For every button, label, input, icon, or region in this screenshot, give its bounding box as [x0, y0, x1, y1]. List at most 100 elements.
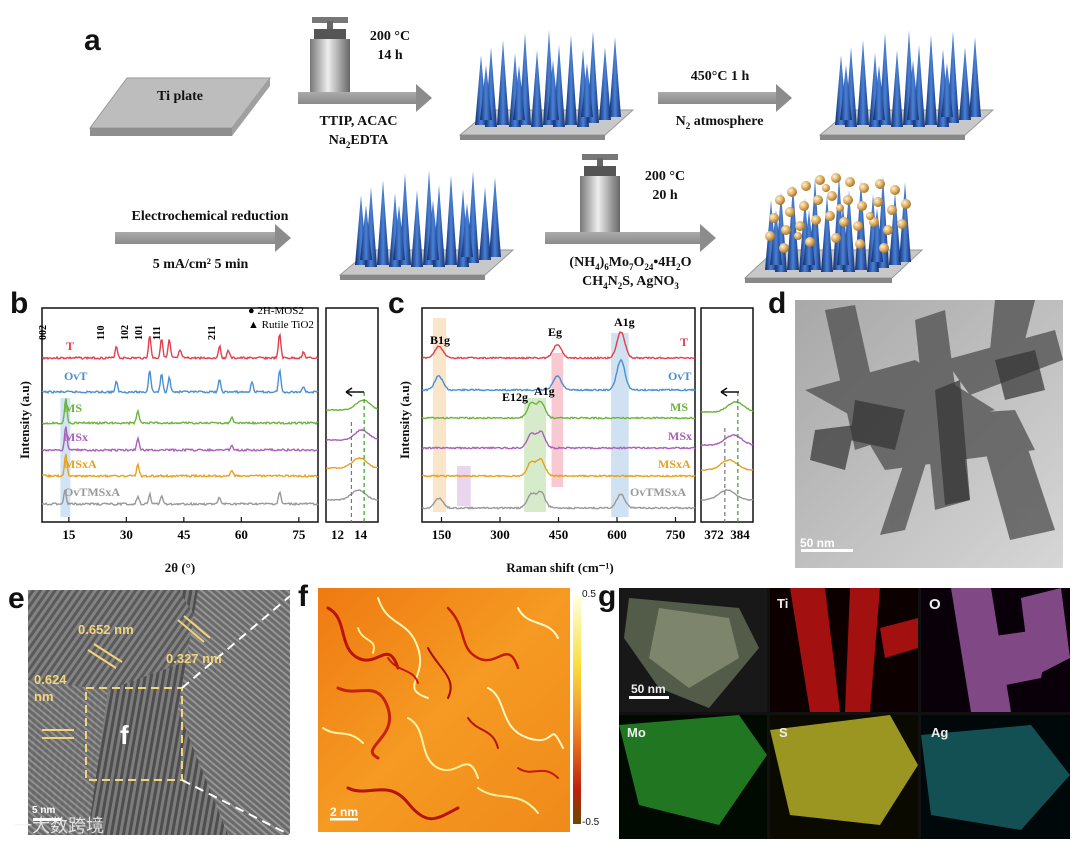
xrd-label-MSx: MSx [64, 430, 88, 444]
panel-b-label: b [10, 287, 29, 320]
xrd-label-MS: MS [64, 401, 82, 415]
raman-label-MSxA: MSxA [658, 457, 691, 471]
eds-ag-label: Ag [931, 725, 949, 740]
autoclave-icon [310, 17, 350, 95]
hrtem-d-spacing-1: 0.652 nm [78, 622, 134, 637]
raman-inset-shift-arrow [720, 387, 739, 397]
raman-band-label: A1g [534, 384, 555, 398]
step3-condition: Electrochemical reduction [131, 209, 289, 224]
xrd-xtick-label: 75 [292, 527, 306, 542]
raman-xtick-label: 300 [490, 527, 510, 542]
xrd-legend-tio2: ▲ Rutile TiO2 [248, 319, 314, 331]
step1-time: 14 h [377, 48, 403, 63]
eds-s-map [770, 715, 918, 839]
raman-series-MS [421, 400, 696, 420]
strain-scale-text: 2 nm [330, 805, 359, 819]
xrd-series-MSx [41, 426, 318, 453]
raman-series-MSxA [421, 457, 696, 478]
eds-mo-map [619, 715, 767, 839]
raman-b1g-band [432, 318, 447, 512]
decorated-nanorod-array [743, 173, 924, 283]
raman-band-label: Eg [548, 325, 562, 339]
raman-band-label: B1g [430, 333, 450, 347]
step4-reagent-1: (NH4)6Mo7O24•4H2O [569, 255, 692, 272]
eds-ti-map [770, 588, 918, 712]
raman-series-OvTMSxA [421, 490, 696, 510]
eds-ti-label: Ti [777, 596, 789, 611]
xrd-peak-label: 111 [152, 326, 163, 340]
step4-reagent-2: CH4N2S, AgNO3 [582, 274, 679, 291]
step4-temp: 200 °C [644, 169, 686, 184]
xrd-label-T: T [66, 339, 74, 353]
xrd-inset-xtick-label: 14 [354, 527, 368, 542]
xrd-label-MSxA: MSxA [64, 457, 97, 471]
xrd-peak-label: 101 [134, 325, 145, 340]
xrd-inset-shift-arrow [345, 387, 364, 397]
raman-inset-series-MSx [700, 433, 754, 447]
step1-arrow [298, 84, 432, 112]
xrd-label-OvTMSxA: OvTMSxA [64, 485, 120, 499]
hrtem-scale-text: 5 nm [32, 805, 56, 816]
raman-eg-band [551, 353, 564, 487]
hrtem-image [28, 590, 290, 835]
raman-inset-series-MSxA [700, 458, 754, 472]
panel-d-label: d [768, 287, 787, 320]
step2-atmosphere: N2 atmosphere [675, 114, 764, 131]
step1-temp: 200 °C [369, 29, 411, 44]
step1-reagent-1: TTIP, ACAC [319, 114, 398, 129]
eds-s-label: S [779, 725, 788, 740]
raman-xtick-label: 600 [607, 527, 627, 542]
strain-colorbar [573, 596, 581, 824]
xrd-peak-label: 211 [207, 326, 218, 340]
raman-label-OvTMSxA: OvTMSxA [630, 485, 686, 499]
colorbar-min: -0.5 [582, 817, 600, 828]
reduced-nanorod-array [338, 170, 515, 280]
xrd-xtick-label: 15 [62, 527, 75, 542]
raman-series-OvT [421, 358, 696, 392]
annealed-nanorod-array [818, 30, 995, 140]
xrd-peak-label: 002 [38, 325, 49, 340]
raman-label-MS: MS [670, 400, 688, 414]
raman-label-OvT: OvT [668, 369, 691, 383]
xrd-label-OvT: OvT [64, 369, 87, 383]
xrd-peak-label: 102 [120, 325, 131, 340]
step1-reagent-2: Na2EDTA [328, 133, 389, 150]
panel-a-label: a [84, 24, 101, 57]
xrd-x-label: 2θ (°) [164, 560, 196, 575]
tem-image [795, 300, 1063, 568]
xrd-series-OvTMSxA [41, 489, 319, 507]
eds-map-grid: 50 nm Ti O Mo S Ag [619, 588, 1070, 839]
strain-map [318, 588, 570, 832]
raman-label-T: T [680, 335, 688, 349]
hrtem-d-spacing-2: 0.327 nm [166, 651, 222, 666]
autoclave-icon-2 [580, 154, 620, 232]
panel-f-label: f [298, 580, 308, 613]
raman-label-MSx: MSx [668, 429, 692, 443]
xrd-inset-frame [325, 307, 379, 523]
raman-inset-xtick-label: 372 [704, 527, 724, 542]
raman-inset-xtick-label: 384 [730, 527, 750, 542]
xrd-series-OvT [41, 368, 319, 395]
xrd-xtick-label: 60 [235, 527, 248, 542]
panel-e-label: e [8, 582, 25, 615]
xrd-inset-series-MS [325, 399, 379, 412]
xrd-frame [41, 307, 319, 523]
step2-condition: 450°C 1 h [690, 69, 750, 84]
xrd-series-T [41, 332, 319, 361]
eds-ag-map [921, 715, 1070, 839]
ti-plate-illustration [89, 77, 272, 136]
watermark-text: 一大数跨境 [14, 816, 104, 837]
raman-xtick-label: 150 [432, 527, 452, 542]
raman-series-T [421, 330, 696, 360]
raman-inset-frame [700, 307, 754, 523]
tem-scale-text: 50 nm [800, 536, 835, 550]
raman-series-MSx [421, 430, 696, 450]
step4-time: 20 h [652, 188, 678, 203]
raman-xtick-label: 750 [666, 527, 686, 542]
raman-chart: T OvT MS MSx MSxA OvTMSxA 150 300 450 600 750 B1g Eg… [421, 307, 754, 542]
panel-g-label: g [598, 580, 617, 613]
raman-mos2-band [524, 398, 547, 512]
raman-inset-series-OvTMSxA [700, 488, 754, 502]
ti-plate-text: Ti plate [156, 89, 204, 104]
xrd-series-MS [41, 398, 319, 426]
